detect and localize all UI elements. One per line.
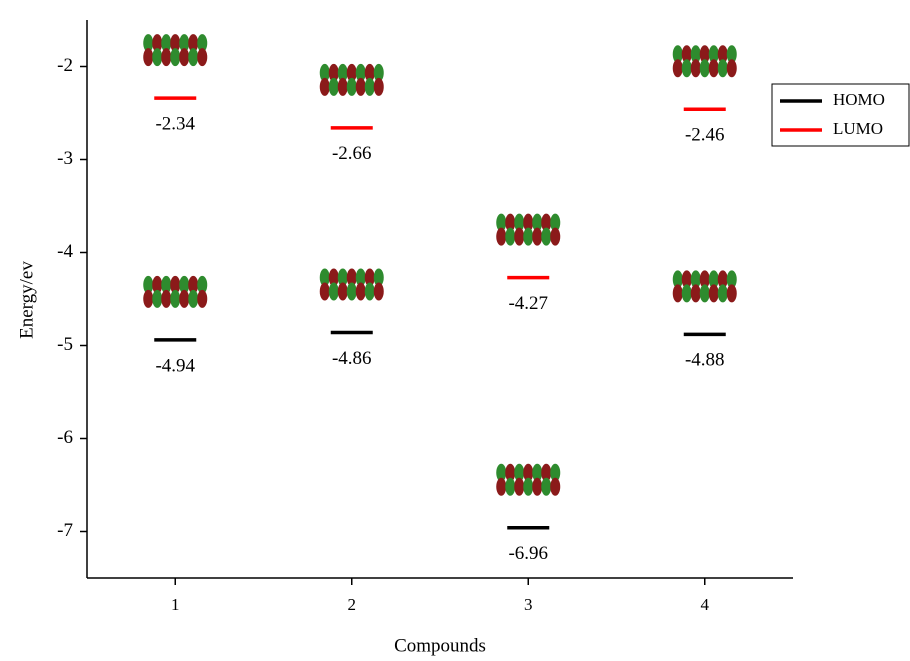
orbital-lobe: [338, 282, 348, 300]
orbital-lobe: [152, 48, 162, 66]
orbital-lobe: [673, 284, 683, 302]
orbital-lobe: [329, 282, 339, 300]
orbital-lobe: [514, 478, 524, 496]
orbital-lobe: [320, 78, 330, 96]
orbital-lobe: [329, 78, 339, 96]
orbital-lobe: [374, 78, 384, 96]
orbital-lobe: [188, 290, 198, 308]
value-label: -4.27: [508, 293, 548, 314]
page: Energy/ev Compounds -2 -3 -4 -5 -6 -7 1 2 3 4 -4.9…: [0, 0, 910, 661]
orbital-lobe: [673, 59, 683, 77]
x-tick-label: 2: [348, 595, 357, 614]
orbital-lobe: [338, 78, 348, 96]
orbital-lobe: [143, 290, 153, 308]
orbital-lobe: [691, 284, 701, 302]
orbital-lobe: [682, 59, 692, 77]
orbital-lobe: [365, 282, 375, 300]
orbital-lobe: [170, 48, 180, 66]
orbital-lobe: [161, 48, 171, 66]
orbital-lobe: [496, 478, 506, 496]
legend-label: HOMO: [833, 90, 885, 109]
y-tick-label: -3: [57, 148, 73, 169]
value-label: -4.88: [685, 350, 725, 371]
value-label: -2.34: [155, 113, 195, 134]
orbital-lobe: [700, 59, 710, 77]
orbital-lobe: [709, 284, 719, 302]
x-tick-label: 3: [524, 595, 533, 614]
orbital-lobe: [347, 78, 357, 96]
value-label: -4.94: [155, 355, 195, 376]
orbital-lobe: [179, 290, 189, 308]
orbital-lobe: [709, 59, 719, 77]
y-tick-label: -4: [57, 241, 73, 262]
orbital-lobe: [550, 228, 560, 246]
value-label: -2.66: [332, 143, 372, 164]
orbital-lobe: [356, 78, 366, 96]
orbital-lobe: [691, 59, 701, 77]
orbital-lobe: [514, 228, 524, 246]
x-tick-label: 1: [171, 595, 180, 614]
orbital-lobe: [143, 48, 153, 66]
orbital-lobe: [152, 290, 162, 308]
y-tick-label: -6: [57, 427, 73, 448]
orbital-lobe: [550, 478, 560, 496]
orbital-lobe: [374, 282, 384, 300]
y-tick-label: -5: [57, 334, 73, 355]
orbital-lobe: [505, 228, 515, 246]
value-label: -4.86: [332, 348, 372, 369]
orbital-lobe: [347, 282, 357, 300]
orbital-lobe: [727, 59, 737, 77]
orbital-lobe: [541, 478, 551, 496]
orbital-lobe: [523, 478, 533, 496]
y-axis-label: Energy/ev: [16, 261, 37, 339]
y-tick-label: -7: [57, 520, 73, 541]
orbital-lobe: [541, 228, 551, 246]
orbital-lobe: [170, 290, 180, 308]
orbital-lobe: [197, 48, 207, 66]
x-axis-label: Compounds: [394, 635, 486, 656]
orbital-lobe: [718, 59, 728, 77]
orbital-lobe: [532, 478, 542, 496]
value-label: -6.96: [508, 543, 548, 564]
orbital-lobe: [197, 290, 207, 308]
x-tick-label: 4: [701, 595, 710, 614]
orbital-lobe: [523, 228, 533, 246]
orbital-lobe: [179, 48, 189, 66]
orbital-lobe: [365, 78, 375, 96]
orbital-lobe: [727, 284, 737, 302]
orbital-lobe: [356, 282, 366, 300]
orbital-lobe: [718, 284, 728, 302]
orbital-lobe: [532, 228, 542, 246]
orbital-lobe: [188, 48, 198, 66]
legend-label: LUMO: [833, 119, 883, 138]
y-tick-label: -2: [57, 55, 73, 76]
orbital-lobe: [320, 282, 330, 300]
orbital-lobe: [700, 284, 710, 302]
chart: Energy/ev Compounds -2 -3 -4 -5 -6 -7 1 2 3 4 -4.9…: [0, 0, 910, 661]
orbital-lobe: [505, 478, 515, 496]
orbital-lobe: [161, 290, 171, 308]
orbital-lobe: [682, 284, 692, 302]
value-label: -2.46: [685, 125, 725, 146]
orbital-lobe: [496, 228, 506, 246]
